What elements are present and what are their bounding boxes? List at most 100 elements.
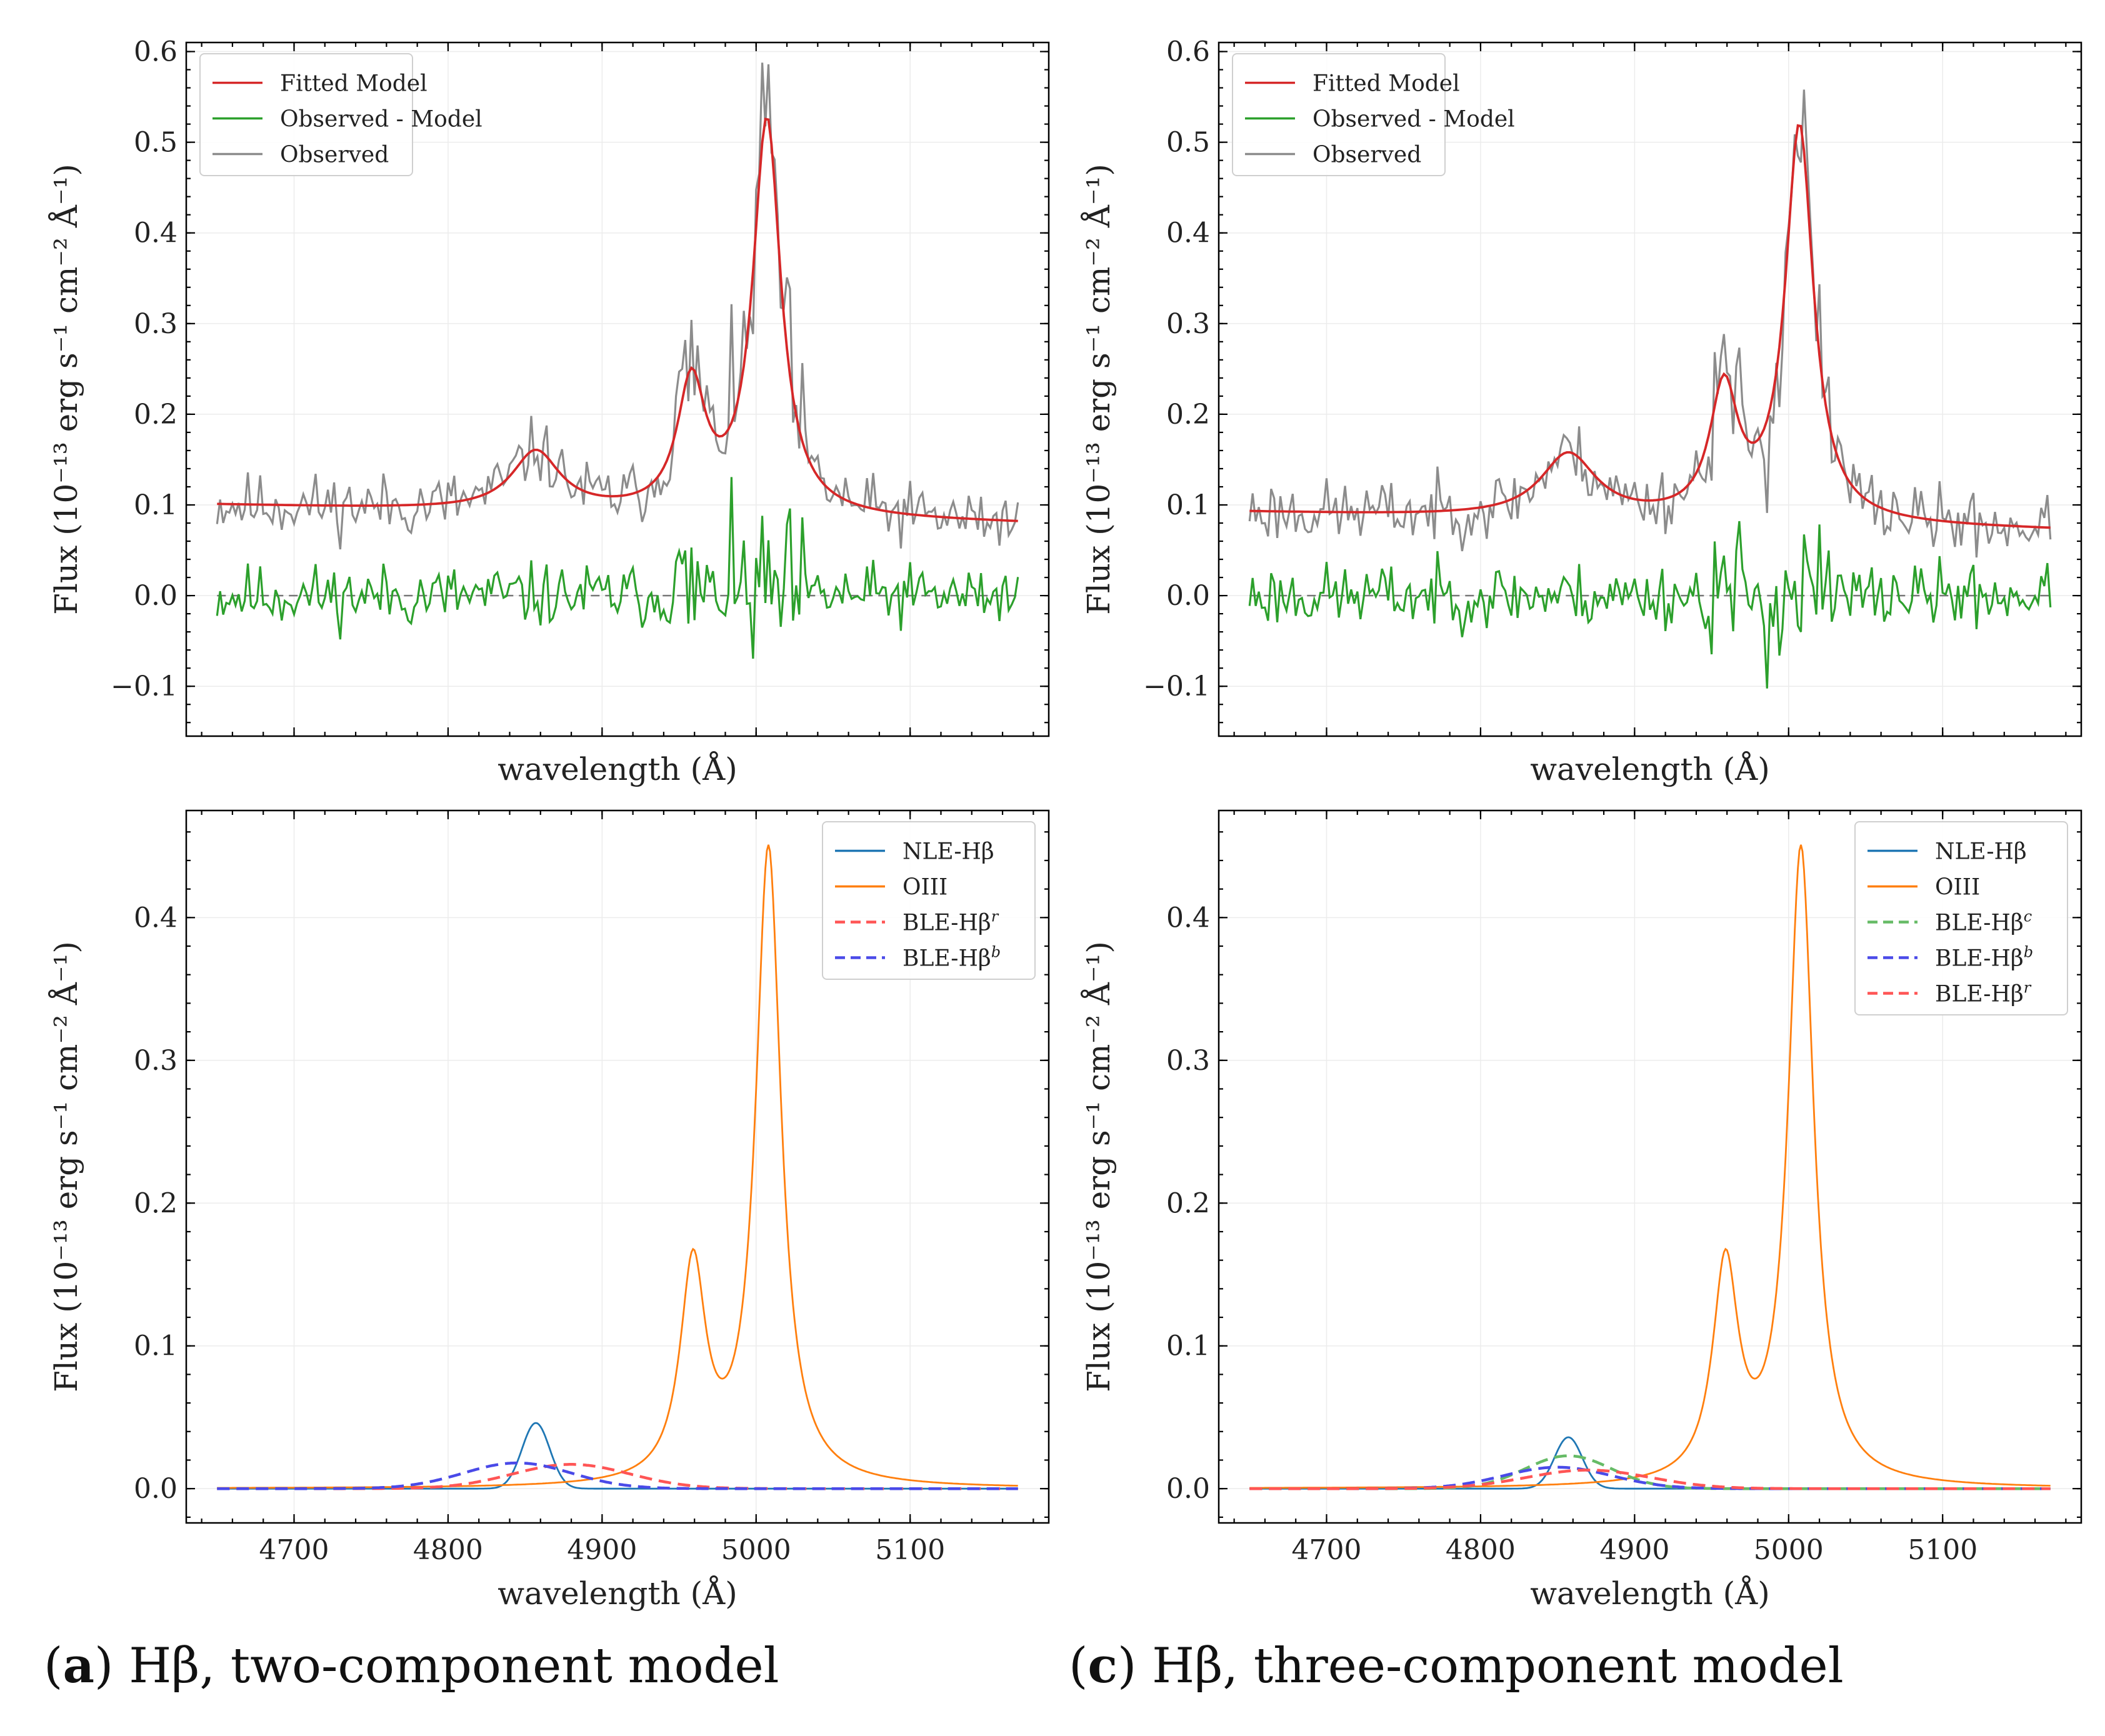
series-fitted-model (1249, 124, 2051, 529)
ytick-label: 0.2 (134, 399, 178, 431)
ytick-label: 0.1 (1166, 1330, 1210, 1362)
series-ble_r-4 (1249, 1469, 2051, 1490)
legend-label-ble_b: BLE-Hβb (1935, 944, 2033, 972)
xtick-label: 4800 (1446, 1534, 1516, 1566)
legend-label-ble_c: BLE-Hβc (1935, 908, 2032, 936)
y-axis-label: Flux (10⁻¹³ erg s⁻¹ cm⁻² Å⁻¹) (48, 164, 84, 615)
xtick-label: 5000 (721, 1534, 791, 1566)
legend-label-nle: NLE-Hβ (1935, 839, 2027, 865)
legend-label-oiii: OIII (1935, 875, 1980, 900)
ytick-label: 0.6 (134, 36, 178, 68)
legend-box (1232, 53, 1446, 176)
ytick-label: −0.1 (111, 671, 178, 702)
series-oiii-1 (217, 844, 1018, 1489)
ytick-label: 0.3 (1166, 308, 1210, 340)
y-axis-label: Flux (10⁻¹³ erg s⁻¹ cm⁻² Å⁻¹) (48, 941, 84, 1392)
legend-label-ble_r: BLE-Hβr (902, 908, 999, 936)
series-observed (216, 62, 1019, 550)
x-axis-label: wavelength (Å) (498, 751, 738, 787)
series-nle-0 (1249, 1436, 2051, 1490)
ytick-label: 0.5 (1166, 127, 1210, 159)
axes-frame (1218, 41, 2082, 737)
legend: NLE-Hβ OIII BLE-Hβc BLE-Hβb BLE-Hβr (1854, 821, 2068, 1015)
xtick-label: 4700 (259, 1534, 329, 1566)
ytick-label: 0.1 (1166, 489, 1210, 521)
y-axis-label: Flux (10⁻¹³ erg s⁻¹ cm⁻² Å⁻¹) (1080, 164, 1117, 615)
ytick-label: 0.4 (134, 902, 178, 934)
xtick-label: 4800 (413, 1534, 483, 1566)
ytick-label: 0.3 (134, 308, 178, 340)
legend-label-fitted: Fitted Model (1312, 71, 1460, 97)
ticks (186, 42, 1049, 736)
legend-label-oiii: OIII (902, 875, 948, 900)
series-ble_c-2 (1249, 1454, 2051, 1490)
ytick-label: 0.4 (134, 217, 178, 249)
axes-frame (185, 809, 1050, 1524)
x-axis-label: wavelength (Å) (498, 1575, 738, 1612)
legend-box (1854, 821, 2068, 1015)
series-ble_r-2 (217, 1463, 1018, 1490)
ytick-label: 0.5 (134, 127, 178, 159)
legend-label-residual: Observed - Model (1312, 107, 1515, 132)
xtick-label: 4900 (567, 1534, 637, 1566)
ytick-label: 0.2 (1166, 399, 1210, 431)
plot-area (217, 844, 1018, 1490)
series-ble_b-3 (217, 1461, 1018, 1490)
ytick-label: 0.1 (134, 489, 178, 521)
legend-box (199, 53, 413, 176)
legend: Fitted Model Observed - Model Observed (1232, 53, 1515, 176)
ticks (1219, 42, 2081, 736)
ytick-label: 0.3 (134, 1045, 178, 1077)
series-observed-minus-model (216, 477, 1019, 659)
legend-label-ble_b: BLE-Hβb (902, 944, 1001, 972)
axes-frame (1218, 809, 2082, 1524)
ytick-label: 0.4 (1166, 217, 1210, 249)
legend: Fitted Model Observed - Model Observed (199, 53, 482, 176)
legend-label-nle: NLE-Hβ (902, 839, 994, 865)
x-axis-label: wavelength (Å) (1530, 1575, 1770, 1612)
panel-c-bottom: 0.0 0.1 0.2 0.3 0.4 4700 4800 4900 5000 5100 wavel… (1080, 809, 2082, 1612)
ytick-label: 0.0 (1166, 580, 1210, 612)
ytick-label: −0.1 (1143, 671, 1210, 702)
panel-a-bottom: 0.0 0.1 0.2 0.3 0.4 4700 4800 4900 5000 5100 wavel… (48, 809, 1050, 1612)
legend: NLE-Hβ OIII BLE-Hβr BLE-Hβb (822, 821, 1036, 980)
ytick-label: 0.2 (134, 1187, 178, 1219)
ticks (186, 811, 1049, 1523)
legend-label-observed: Observed (1312, 142, 1421, 168)
x-axis-label: wavelength (Å) (1530, 751, 1770, 787)
xtick-label: 5100 (1908, 1534, 1978, 1566)
y-axis-label: Flux (10⁻¹³ erg s⁻¹ cm⁻² Å⁻¹) (1080, 941, 1117, 1392)
ytick-label: 0.3 (1166, 1045, 1210, 1077)
ytick-label: 0.1 (134, 1330, 178, 1362)
plot-area (216, 62, 1019, 659)
legend-label-residual: Observed - Model (280, 107, 482, 132)
xtick-label: 5000 (1754, 1534, 1824, 1566)
ytick-label: 0.0 (134, 580, 178, 612)
legend-box (822, 821, 1036, 980)
series-observed (1248, 89, 2052, 558)
series-fitted-model (217, 117, 1018, 522)
ytick-label: 0.0 (1166, 1473, 1210, 1505)
xtick-label: 4900 (1599, 1534, 1669, 1566)
xtick-label: 5100 (875, 1534, 945, 1566)
caption-a: (a) Hβ, two-component model (44, 1637, 779, 1694)
xtick-label: 4700 (1292, 1534, 1362, 1566)
panel-a-top: −0.1 0.0 0.1 0.2 0.3 0.4 0.5 0.6 wavelength (Å) F… (48, 36, 1050, 787)
legend-label-observed: Observed (280, 142, 389, 168)
legend-label-fitted: Fitted Model (280, 71, 428, 97)
plot-area (1249, 844, 2051, 1490)
panel-c-top: −0.1 0.0 0.1 0.2 0.3 0.4 0.5 0.6 wavelength (Å) F… (1080, 36, 2082, 787)
ytick-label: 0.4 (1166, 902, 1210, 934)
plot-area (1248, 89, 2052, 689)
series-oiii-1 (1249, 844, 2051, 1489)
axes-frame (185, 41, 1050, 737)
ticks (1219, 811, 2081, 1523)
ytick-label: 0.6 (1166, 36, 1210, 68)
series-nle-0 (217, 1422, 1018, 1490)
ytick-label: 0.2 (1166, 1187, 1210, 1219)
series-observed-minus-model (1248, 521, 2052, 689)
legend-label-ble_r: BLE-Hβr (1935, 979, 2032, 1007)
caption-c: (c) Hβ, three-component model (1069, 1637, 1844, 1694)
ytick-label: 0.0 (134, 1473, 178, 1505)
